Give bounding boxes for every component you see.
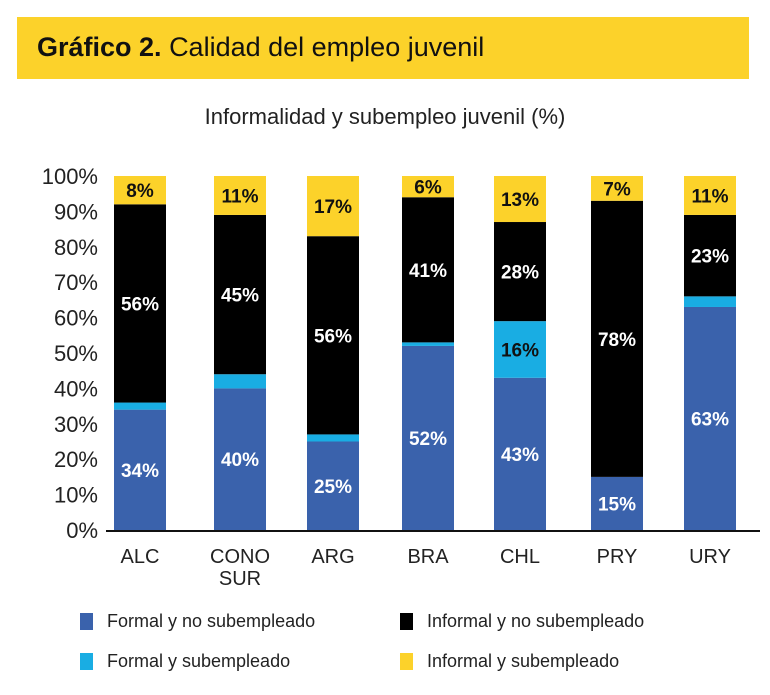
bar-segment xyxy=(494,321,546,378)
bar-segment xyxy=(114,402,166,410)
data-label: 43% xyxy=(501,445,539,466)
y-tick-label: 60% xyxy=(54,306,98,331)
chart-title: Informalidad y subempleo juvenil (%) xyxy=(204,104,566,129)
bar-segment xyxy=(494,377,546,530)
bar-segment xyxy=(494,222,546,322)
y-tick-label: 80% xyxy=(54,235,98,260)
chart-number: Gráfico 2. xyxy=(37,32,162,62)
bar-segment xyxy=(684,306,736,530)
bar-segment xyxy=(214,388,266,530)
bar-segment xyxy=(214,214,266,375)
y-tick-label: 100% xyxy=(42,164,98,189)
bar-segment xyxy=(684,214,736,297)
data-label: 52% xyxy=(409,429,447,450)
data-label: 16% xyxy=(501,340,539,361)
data-label: 11% xyxy=(222,186,259,207)
data-label: 23% xyxy=(691,247,729,268)
bar-segment xyxy=(494,176,546,223)
data-label: 40% xyxy=(221,450,259,471)
y-tick-label: 0% xyxy=(66,518,98,543)
bar-segment xyxy=(402,197,454,343)
y-tick-label: 40% xyxy=(54,376,98,401)
legend-swatch xyxy=(80,653,93,670)
chart-heading-text: Calidad del empleo juvenil xyxy=(169,32,485,62)
bar-segment xyxy=(307,176,359,237)
title-banner: Gráfico 2. Calidad del empleo juvenil xyxy=(17,17,749,79)
data-label: 41% xyxy=(409,261,447,282)
data-label: 17% xyxy=(314,197,352,218)
legend-item: Informal y subempleado xyxy=(400,651,619,672)
bar-segment xyxy=(591,176,643,201)
x-tick-label: BRA xyxy=(407,546,449,568)
data-label: 7% xyxy=(603,179,631,200)
bar-segment xyxy=(114,176,166,205)
bar-segment xyxy=(307,236,359,435)
bar-segment xyxy=(214,374,266,389)
bar-segment xyxy=(684,296,736,307)
y-tick-label: 30% xyxy=(54,412,98,437)
data-label: 56% xyxy=(314,326,352,347)
bar-segment xyxy=(114,204,166,403)
data-label: 11% xyxy=(692,186,729,207)
bar-segment xyxy=(214,176,266,215)
x-tick-label: CONO xyxy=(210,546,270,568)
data-label: 6% xyxy=(414,178,442,199)
data-label: 28% xyxy=(501,263,539,284)
legend-label: Informal y no subempleado xyxy=(427,611,645,631)
bar-segment xyxy=(114,409,166,530)
y-tick-label: 70% xyxy=(54,270,98,295)
x-tick-label: ARG xyxy=(311,546,354,568)
y-tick-label: 90% xyxy=(54,199,98,224)
bar-segment xyxy=(591,200,643,477)
data-label: 63% xyxy=(691,409,729,430)
bar-segment xyxy=(402,342,454,346)
x-tick-label: URY xyxy=(689,546,731,568)
data-label: 56% xyxy=(121,294,159,315)
data-label: 78% xyxy=(598,330,636,351)
legend-label: Formal y subempleado xyxy=(107,651,291,671)
bar-segment xyxy=(591,476,643,530)
data-label: 8% xyxy=(126,181,154,202)
y-tick-label: 10% xyxy=(54,483,98,508)
chart-heading: Gráfico 2. Calidad del empleo juvenil xyxy=(37,32,484,63)
data-label: 15% xyxy=(598,494,636,515)
data-label: 45% xyxy=(221,286,259,307)
y-tick-label: 50% xyxy=(54,341,98,366)
legend-swatch xyxy=(400,613,413,630)
data-label: 13% xyxy=(501,190,539,211)
stacked-bar-chart: 0% 10% 20% 30% 40% 50% 60% 70% 80% 90% 100% 34% 56% 8… xyxy=(42,164,760,590)
x-tick-label: SUR xyxy=(219,568,261,590)
data-label: 25% xyxy=(314,477,352,498)
legend-swatch xyxy=(80,613,93,630)
bar-segment xyxy=(307,441,359,530)
legend-label: Informal y subempleado xyxy=(427,651,620,671)
legend-item: Informal y no subempleado xyxy=(400,611,644,632)
legend-label: Formal y no subempleado xyxy=(107,611,316,631)
x-tick-label: ALC xyxy=(121,546,160,568)
data-label: 34% xyxy=(121,461,159,482)
bar-segment xyxy=(402,345,454,530)
x-tick-label: CHL xyxy=(500,546,540,568)
legend-item: Formal y subempleado xyxy=(80,651,290,672)
y-tick-label: 20% xyxy=(54,447,98,472)
bar-segment xyxy=(402,176,454,198)
bar-segment xyxy=(684,176,736,215)
bar-segment xyxy=(307,434,359,442)
x-tick-label: PRY xyxy=(597,546,638,568)
legend-swatch xyxy=(400,653,413,670)
legend-item: Formal y no subempleado xyxy=(80,611,315,632)
